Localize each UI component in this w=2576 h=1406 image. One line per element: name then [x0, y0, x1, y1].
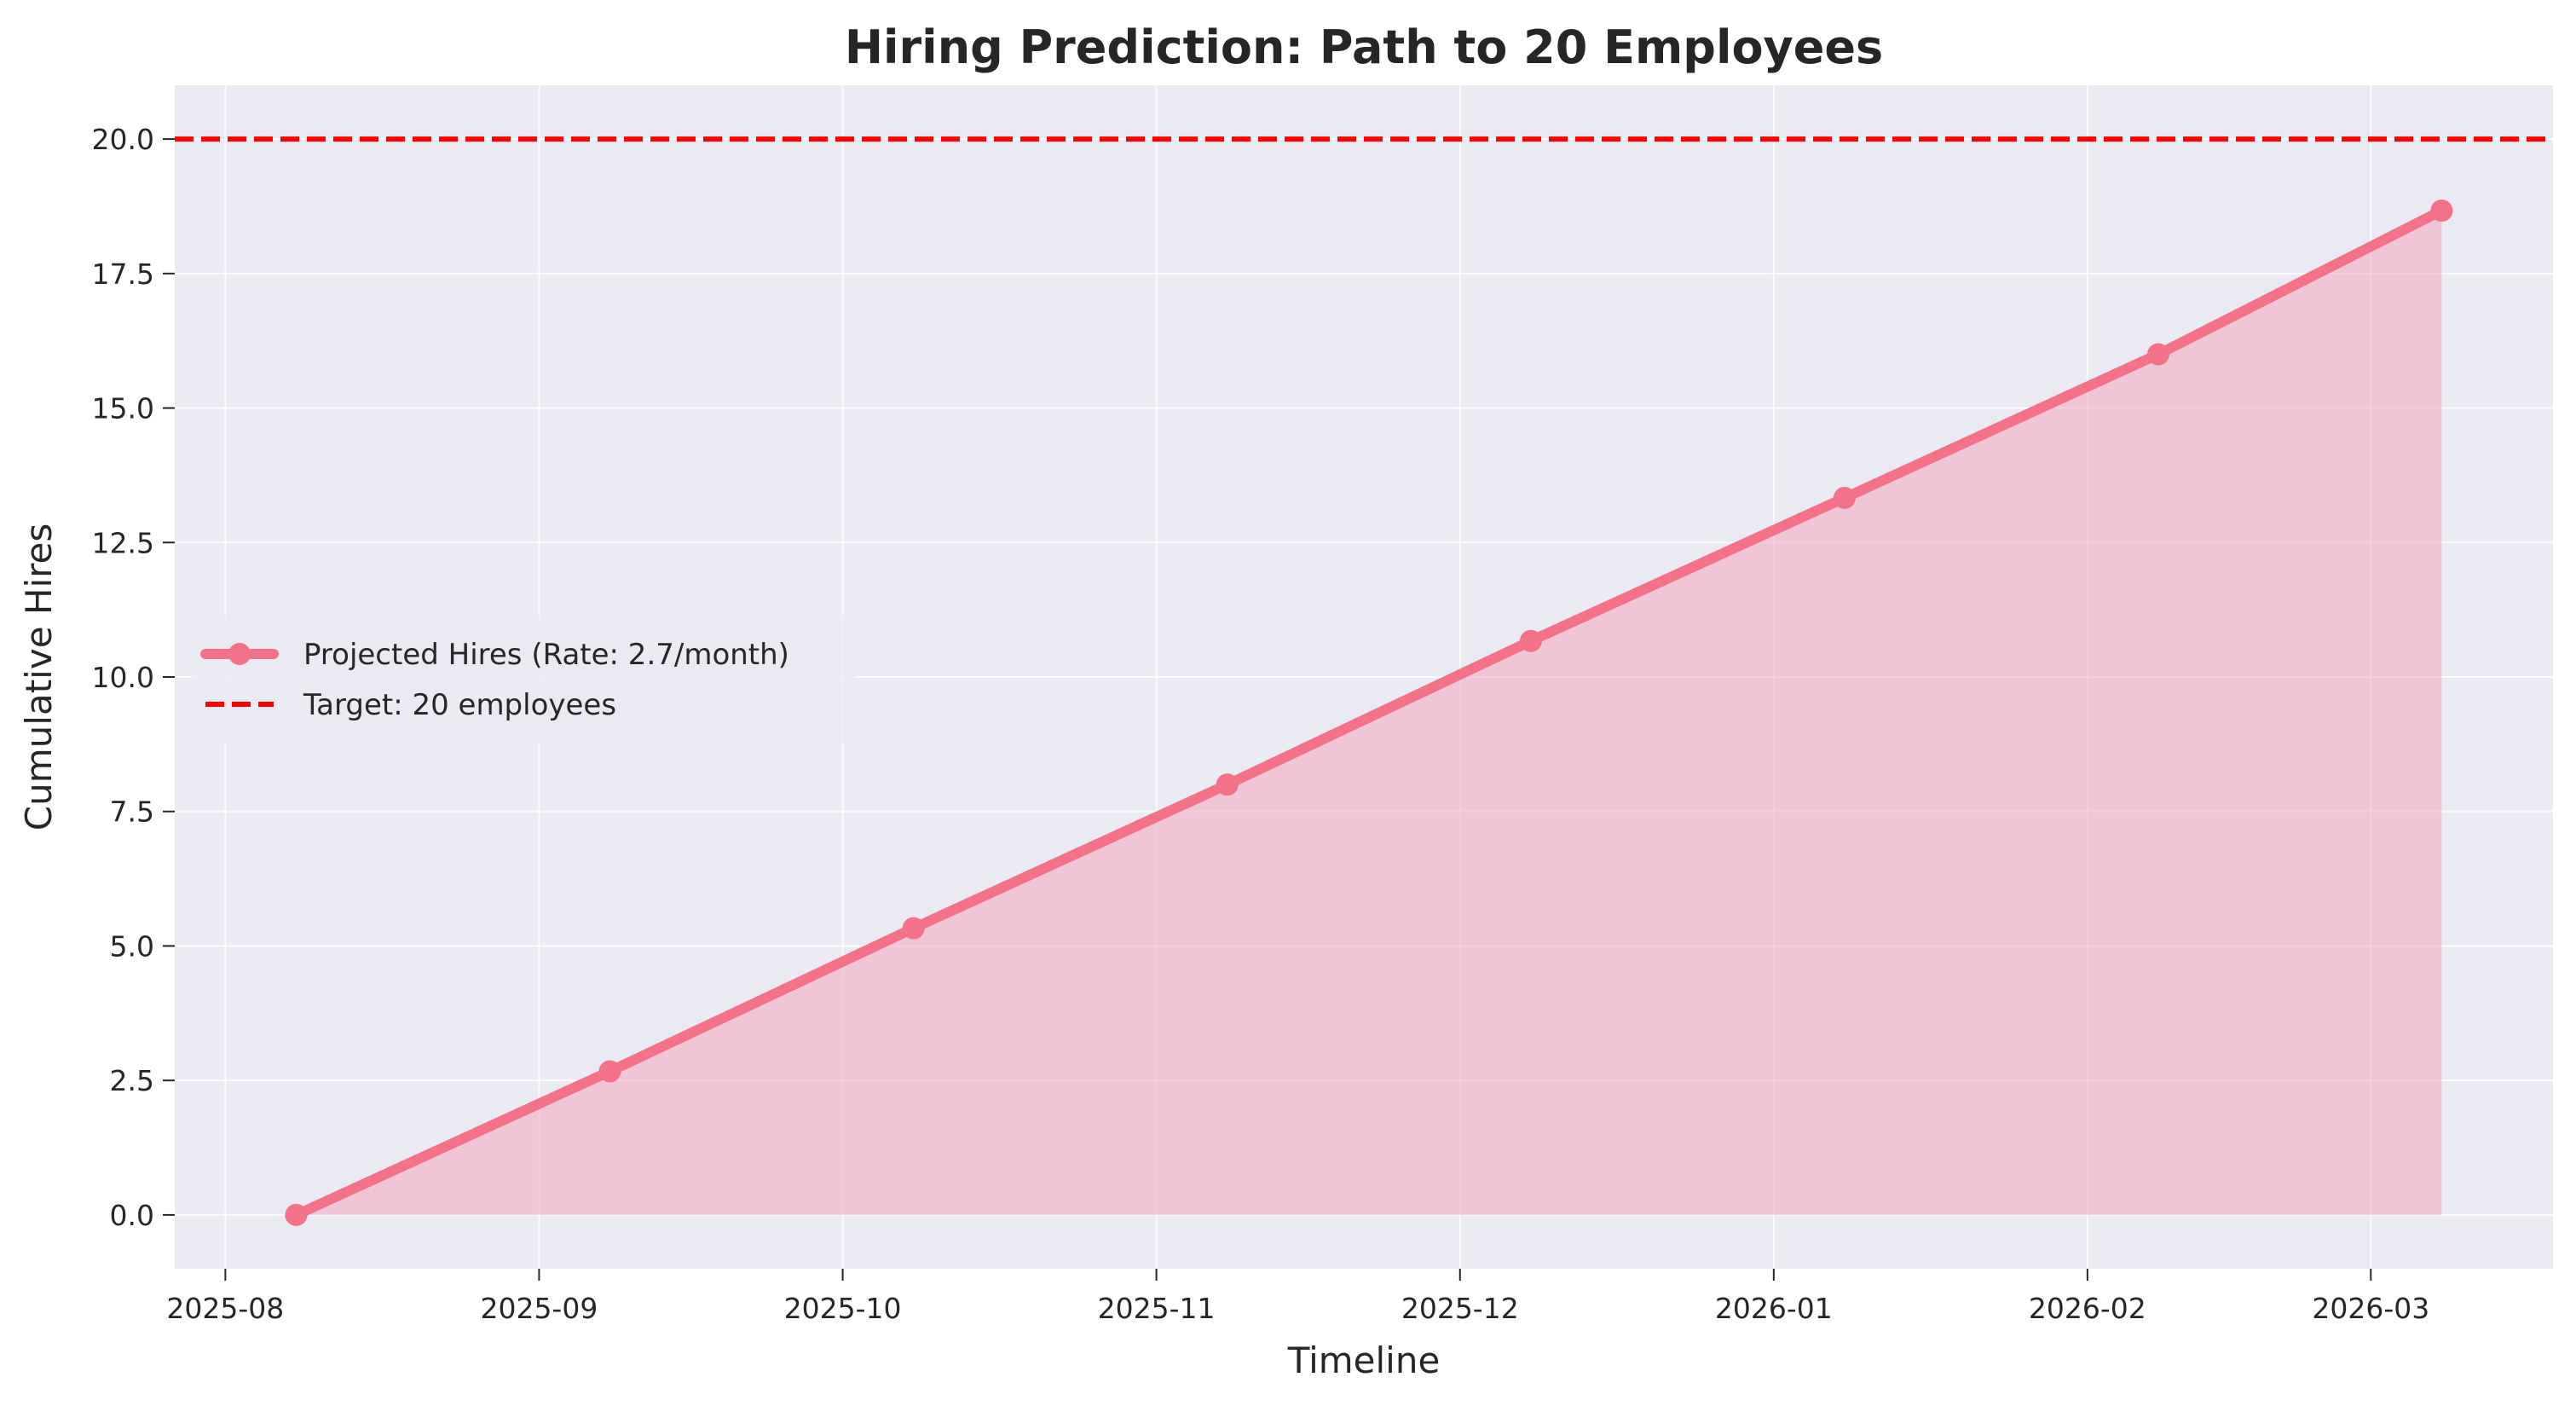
y-tick-label: 15.0 [92, 392, 154, 425]
x-tick-label: 2025-11 [1098, 1292, 1216, 1325]
x-tick-label: 2025-09 [480, 1292, 598, 1325]
chart-title: Hiring Prediction: Path to 20 Employees [845, 20, 1883, 74]
x-tick-label: 2025-12 [1401, 1292, 1519, 1325]
projected-hires-area [296, 211, 2442, 1215]
y-tick-label: 17.5 [92, 257, 154, 291]
projected-hires-line [291, 205, 2447, 1220]
data-point [1833, 486, 1856, 509]
x-axis-label: Timeline [1287, 1339, 1441, 1381]
series-layer [291, 205, 2447, 1220]
data-point [598, 1060, 621, 1083]
y-axis-label: Cumulative Hires [18, 524, 60, 830]
y-tick-label: 12.5 [92, 526, 154, 559]
x-tick-label: 2026-03 [2312, 1292, 2429, 1325]
legend-series-marker [228, 643, 251, 665]
area-fill-layer [296, 211, 2442, 1215]
data-point [285, 1203, 308, 1226]
x-tick-label: 2025-08 [166, 1292, 284, 1325]
data-point [2430, 200, 2453, 223]
y-tick-label: 2.5 [110, 1064, 154, 1097]
data-point [1216, 773, 1239, 796]
x-axis: 2025-08 2025-09 2025-10 2025-11 2025-12 2026-… [166, 1269, 2429, 1325]
legend-target-label: Target: 20 employees [303, 688, 616, 722]
x-tick-label: 2026-01 [1715, 1292, 1833, 1325]
data-point [2146, 343, 2169, 366]
legend-box [192, 616, 857, 744]
marker-layer [285, 200, 2453, 1226]
y-tick-label: 20.0 [92, 123, 154, 156]
y-tick-label: 5.0 [110, 929, 154, 963]
y-tick-label: 7.5 [110, 796, 154, 829]
x-tick-label: 2025-10 [784, 1292, 902, 1325]
y-axis: 0.0 2.5 5.0 7.5 10.0 12.5 15.0 17.5 20.0 [92, 123, 175, 1232]
x-tick-label: 2026-02 [2029, 1292, 2146, 1325]
data-point [1519, 629, 1542, 652]
legend: Projected Hires (Rate: 2.7/month) Target… [192, 616, 857, 744]
y-tick-label: 10.0 [92, 661, 154, 694]
y-tick-label: 0.0 [110, 1199, 154, 1232]
data-point [902, 917, 925, 940]
legend-series-label: Projected Hires (Rate: 2.7/month) [303, 638, 789, 672]
